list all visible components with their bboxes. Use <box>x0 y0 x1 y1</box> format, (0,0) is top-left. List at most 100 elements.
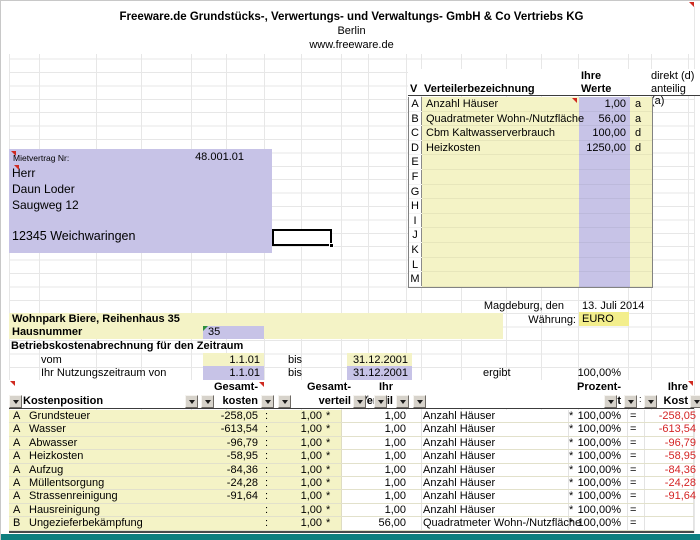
filter-dropdown-button[interactable] <box>396 395 409 408</box>
filter-dropdown-button[interactable] <box>604 395 617 408</box>
gridline-v <box>226 6 227 533</box>
company-name: Freeware.de Grundstücks-, Verwertungs- u… <box>119 11 584 23</box>
cost-your-share: -613,54 <box>658 423 696 436</box>
cost-share: 1,00 <box>384 436 406 449</box>
usage-to-label: bis <box>288 367 303 379</box>
usage-to-cell[interactable]: 31.12.2001 <box>347 366 412 380</box>
equals-sign: = <box>630 436 637 449</box>
comment-indicator <box>572 98 577 103</box>
filter-dropdown-button[interactable] <box>374 395 387 408</box>
distribution-row: I <box>409 213 652 229</box>
gridline-v <box>141 6 142 533</box>
row-letter: H <box>409 199 422 213</box>
col-header-cost-2: Kost <box>663 395 688 407</box>
row-letter: D <box>409 140 422 155</box>
contract-number-label: Mietvertrag Nr: <box>13 153 70 163</box>
col-header-pct-1: Prozent- <box>577 381 621 393</box>
col-header-dist-2: verteil <box>318 395 351 407</box>
gridline-v <box>191 6 192 533</box>
cost-table: Kostenposition Gesamt- kosten Gesamt- ve… <box>9 380 700 533</box>
cost-name: Wasser <box>29 423 66 436</box>
fill-handle[interactable] <box>329 243 334 248</box>
tenant-city: 12345 Weichwaringen <box>12 229 136 243</box>
filter-dropdown-button[interactable] <box>353 395 366 408</box>
filter-dropdown-button[interactable] <box>185 395 198 408</box>
cost-basis: Anzahl Häuser <box>423 410 496 422</box>
comment-indicator <box>10 381 15 386</box>
multiply-sign: * <box>569 476 574 489</box>
house-number-cell[interactable]: 35 <box>203 326 264 339</box>
cost-percent: 100,00% <box>577 476 621 489</box>
usage-from-cell[interactable]: 1.1.01 <box>203 366 264 380</box>
cost-total: -96,79 <box>226 436 258 449</box>
address-block[interactable]: Mietvertrag Nr: 48.001.01 Herr Daun Lode… <box>9 149 272 253</box>
multiply-sign: * <box>326 463 331 476</box>
company-header: Freeware.de Grundstücks-, Verwertungs- u… <box>9 6 694 54</box>
cost-code: A <box>13 476 21 489</box>
cost-name: Hausreinigung <box>29 503 100 516</box>
filter-dropdown-button[interactable] <box>278 395 291 408</box>
cost-basis: Anzahl Häuser <box>423 463 496 476</box>
cost-share: 1,00 <box>384 410 406 422</box>
selected-cell[interactable] <box>272 229 334 248</box>
filter-dropdown-button[interactable] <box>9 395 22 408</box>
cost-your-share: -96,79 <box>664 436 696 449</box>
multiply-sign: * <box>569 490 574 503</box>
multiply-sign: * <box>569 410 574 422</box>
filter-dropdown-button[interactable] <box>690 395 700 408</box>
row-name: Heizkosten <box>426 141 481 154</box>
distribution-table: V Verteilerbezeichnung Ihre Werte direkt… <box>408 69 700 288</box>
filter-dropdown-button[interactable] <box>413 395 426 408</box>
col-header-mode-1: direkt (d) <box>651 70 695 82</box>
row-value-cell[interactable]: 1250,00 <box>586 141 626 154</box>
col-header-values-2: Werte <box>581 83 612 95</box>
period-from-label: vom <box>41 354 62 366</box>
multiply-sign: * <box>326 503 331 516</box>
cost-distribution: 1,00 <box>300 490 322 503</box>
tenant-street: Saugweg 12 <box>12 198 79 212</box>
col-header-values-1: Ihre <box>581 70 602 82</box>
cost-total: -58,95 <box>226 450 258 463</box>
filter-dropdown-button[interactable] <box>201 395 214 408</box>
multiply-sign: * <box>569 423 574 436</box>
cost-code: A <box>13 450 21 463</box>
cost-percent: 100,00% <box>577 463 621 476</box>
cost-distribution: 1,00 <box>300 423 322 436</box>
distribution-row: C Cbm Kaltwasserverbrauch 100,00 d <box>409 126 652 141</box>
row-value-cell[interactable]: 1,00 <box>604 98 626 110</box>
cost-name: Müllentsorgung <box>29 476 105 489</box>
distribution-row: K <box>409 243 652 258</box>
equals-sign: = <box>630 490 637 503</box>
gridline-v <box>406 6 407 533</box>
cost-your-share: -84,36 <box>664 463 696 476</box>
cost-name: Ungezieferbekämpfung <box>29 517 143 530</box>
filter-dropdown-button[interactable] <box>261 395 274 408</box>
multiply-sign: * <box>326 436 331 449</box>
cost-code: B <box>13 517 21 530</box>
currency-value: EURO <box>582 313 614 325</box>
cost-basis: Quadratmeter Wohn-/Nutzfläche <box>423 517 582 530</box>
statement-date: 13. Juli 2014 <box>582 300 645 312</box>
filter-dropdown-button[interactable] <box>644 395 657 408</box>
multiply-sign: * <box>326 517 331 530</box>
cost-row: A Abwasser -96,79 : 1,00 * 1,00 Anzahl H… <box>9 436 696 451</box>
usage-from-value: 1.1.01 <box>229 367 260 379</box>
distribution-table-body: A Anzahl Häuser 1,00 a B Quadratmeter Wo… <box>408 97 653 288</box>
currency-value-cell[interactable]: EURO <box>579 312 629 326</box>
distribution-row: M <box>409 272 652 287</box>
distribution-row: E <box>409 155 652 171</box>
col-header-dist-1: Gesamt- <box>306 381 351 393</box>
equals-sign: = <box>630 450 637 463</box>
cost-row: A Hausreinigung : 1,00 * 1,00 Anzahl Häu… <box>9 503 694 518</box>
row-mode: d <box>635 141 642 154</box>
cost-name: Heizkosten <box>29 450 84 463</box>
cost-share: 1,00 <box>384 423 406 436</box>
place-label: Magdeburg, den <box>483 300 564 312</box>
row-letter: B <box>409 111 422 126</box>
multiply-sign: * <box>569 463 574 476</box>
filter-dropdown-button[interactable] <box>624 395 637 408</box>
row-letter: C <box>409 126 422 140</box>
row-value-cell[interactable]: 100,00 <box>592 127 626 140</box>
row-value-cell[interactable]: 56,00 <box>598 112 626 125</box>
divide-sign: : <box>265 450 269 463</box>
